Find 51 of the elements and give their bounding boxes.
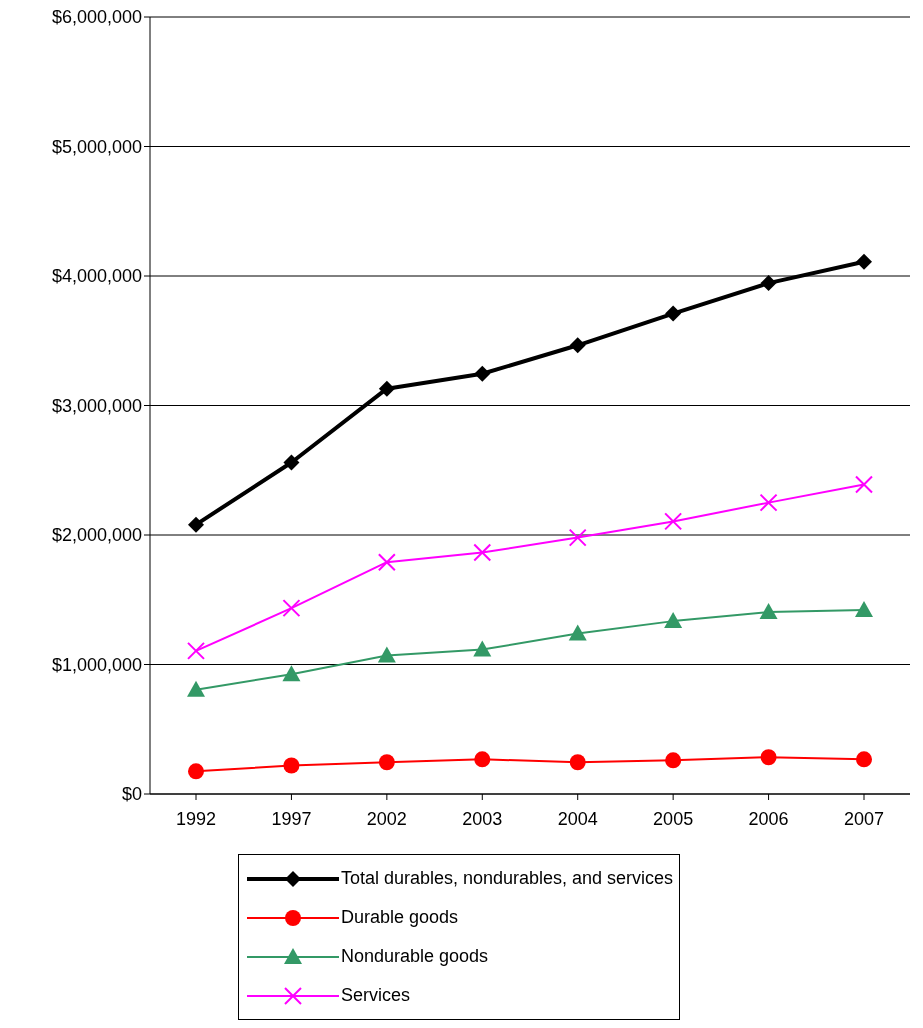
point xyxy=(760,275,777,292)
point xyxy=(568,624,587,641)
point xyxy=(378,754,395,771)
point xyxy=(377,646,396,663)
point xyxy=(665,305,682,322)
x-tick-label: 1997 xyxy=(271,808,312,829)
point xyxy=(759,603,778,620)
point xyxy=(569,337,586,354)
point xyxy=(283,454,300,471)
point xyxy=(474,751,491,768)
point xyxy=(664,612,683,629)
y-tick-label: $4,000,000 xyxy=(51,266,142,287)
legend-label: Total durables, nondurables, and services xyxy=(340,868,674,889)
x-tick-label: 2006 xyxy=(748,808,789,829)
y-tick-label: $2,000,000 xyxy=(51,525,142,546)
x-tick-label: 2005 xyxy=(653,808,694,829)
point xyxy=(188,763,204,780)
point xyxy=(188,516,204,533)
y-tick-label: $0 xyxy=(121,784,142,805)
point xyxy=(473,640,492,657)
point xyxy=(282,665,301,682)
y-tick-label: $5,000,000 xyxy=(51,136,142,157)
point xyxy=(377,553,396,572)
point xyxy=(856,751,872,768)
point xyxy=(855,601,873,618)
legend-label: Durable goods xyxy=(340,907,458,928)
point xyxy=(665,752,682,769)
y-tick-label: $6,000,000 xyxy=(51,7,142,28)
point xyxy=(187,641,205,660)
point xyxy=(856,253,872,270)
point xyxy=(282,599,301,618)
x-tick-label: 2004 xyxy=(557,808,598,829)
point xyxy=(759,493,778,512)
point xyxy=(664,512,683,531)
legend-label: Services xyxy=(340,985,410,1006)
y-tick-label: $3,000,000 xyxy=(51,395,142,416)
x-tick-label: 1992 xyxy=(175,808,217,829)
point xyxy=(569,754,586,771)
x-tick-label: 2003 xyxy=(462,808,503,829)
point xyxy=(474,365,491,382)
point xyxy=(187,680,205,697)
point xyxy=(568,528,587,547)
point xyxy=(473,543,492,562)
legend-label: Nondurable goods xyxy=(340,946,489,967)
x-tick-label: 2002 xyxy=(366,808,407,829)
point xyxy=(760,749,777,766)
point xyxy=(378,380,395,397)
y-tick-label: $1,000,000 xyxy=(51,654,142,675)
point xyxy=(283,757,300,774)
x-tick-label: 2007 xyxy=(843,808,885,829)
point xyxy=(855,475,873,494)
